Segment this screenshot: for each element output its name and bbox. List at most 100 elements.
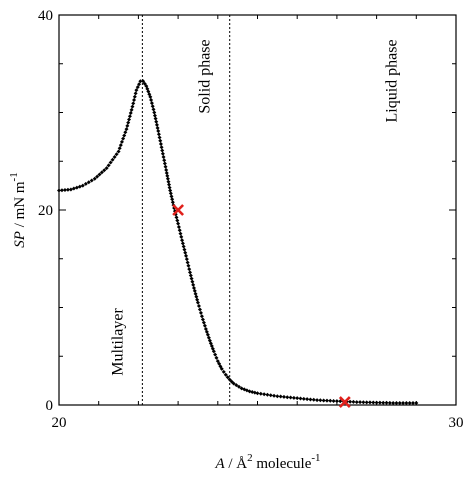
data-point	[125, 123, 130, 128]
data-point	[156, 132, 161, 137]
data-point	[334, 399, 339, 404]
data-point	[154, 119, 159, 124]
data-point	[150, 104, 155, 109]
data-point	[132, 98, 137, 103]
data-point	[114, 152, 119, 157]
data-point	[364, 400, 369, 405]
data-point	[196, 304, 201, 309]
data-point	[129, 107, 134, 112]
data-point	[214, 355, 219, 360]
data-point	[108, 160, 113, 165]
data-point	[83, 181, 88, 186]
data-point	[137, 82, 142, 87]
phase-boundary-label: Solid phase	[197, 39, 214, 113]
data-point	[281, 394, 286, 399]
data-point	[163, 164, 168, 169]
data-point	[185, 260, 190, 265]
data-point	[394, 401, 399, 406]
data-point	[126, 120, 131, 125]
data-point	[315, 398, 320, 403]
data-point	[183, 250, 188, 255]
data-point	[324, 398, 329, 403]
data-point	[221, 369, 226, 374]
data-point	[367, 400, 372, 405]
data-point	[124, 127, 129, 132]
data-point	[219, 366, 224, 371]
data-point	[391, 400, 396, 405]
data-point	[149, 98, 154, 103]
data-point	[119, 139, 124, 144]
data-point	[161, 155, 166, 160]
data-point	[202, 323, 207, 328]
data-point	[102, 168, 107, 173]
data-point	[194, 294, 199, 299]
data-point	[268, 393, 273, 398]
highlight-marker-stroke	[338, 396, 351, 408]
data-point	[184, 253, 189, 258]
data-point	[62, 188, 67, 193]
data-point	[127, 117, 132, 122]
data-point	[384, 400, 389, 405]
data-point	[262, 392, 267, 397]
data-point	[106, 163, 111, 168]
data-point	[311, 397, 316, 402]
data-point	[331, 398, 336, 403]
data-point	[288, 395, 293, 400]
data-point	[162, 158, 167, 163]
data-point	[122, 133, 127, 138]
data-point	[151, 107, 156, 112]
data-point	[158, 142, 163, 147]
data-point	[234, 383, 239, 388]
data-point	[213, 352, 218, 357]
data-point	[89, 178, 94, 183]
data-point	[348, 399, 353, 404]
data-point	[189, 276, 194, 281]
data-point	[236, 384, 241, 389]
phase-boundary-label: Multilayer	[109, 308, 126, 376]
highlight-marker	[172, 204, 185, 216]
data-point	[193, 291, 198, 296]
data-point	[155, 125, 160, 130]
data-point	[321, 398, 326, 403]
data-point	[68, 187, 73, 192]
data-point	[153, 116, 158, 121]
data-point	[305, 397, 310, 402]
data-point	[104, 166, 109, 171]
data-point	[404, 401, 409, 406]
data-point	[141, 79, 146, 84]
data-point	[133, 91, 138, 96]
data-point	[127, 114, 132, 119]
data-point	[414, 401, 419, 406]
y-axis-label-var: SP	[12, 231, 28, 248]
highlight-marker-stroke	[172, 204, 185, 216]
x-axis-label-sup2: -1	[311, 452, 320, 464]
data-point	[255, 391, 260, 396]
data-point	[178, 231, 183, 236]
data-point	[298, 396, 303, 401]
data-point	[71, 186, 76, 191]
data-point	[278, 394, 283, 399]
data-point	[162, 161, 167, 166]
phase-annotation: Liquid phase	[383, 39, 400, 122]
data-point	[135, 85, 140, 90]
data-point	[99, 170, 104, 175]
data-point	[401, 401, 406, 406]
data-point	[195, 300, 200, 305]
data-point	[184, 257, 189, 262]
data-point	[130, 104, 135, 109]
data-point	[169, 194, 174, 199]
data-point	[181, 244, 186, 249]
highlight-marker	[338, 396, 351, 408]
data-point	[199, 314, 204, 319]
data-point	[170, 197, 175, 202]
data-point	[200, 317, 205, 322]
data-point	[180, 241, 185, 246]
data-point	[97, 172, 102, 177]
data-point	[188, 273, 193, 278]
data-point	[165, 176, 170, 181]
data-point	[190, 279, 195, 284]
y-tick-label: 20	[38, 203, 53, 219]
data-point	[160, 151, 165, 156]
data-point	[187, 267, 192, 272]
